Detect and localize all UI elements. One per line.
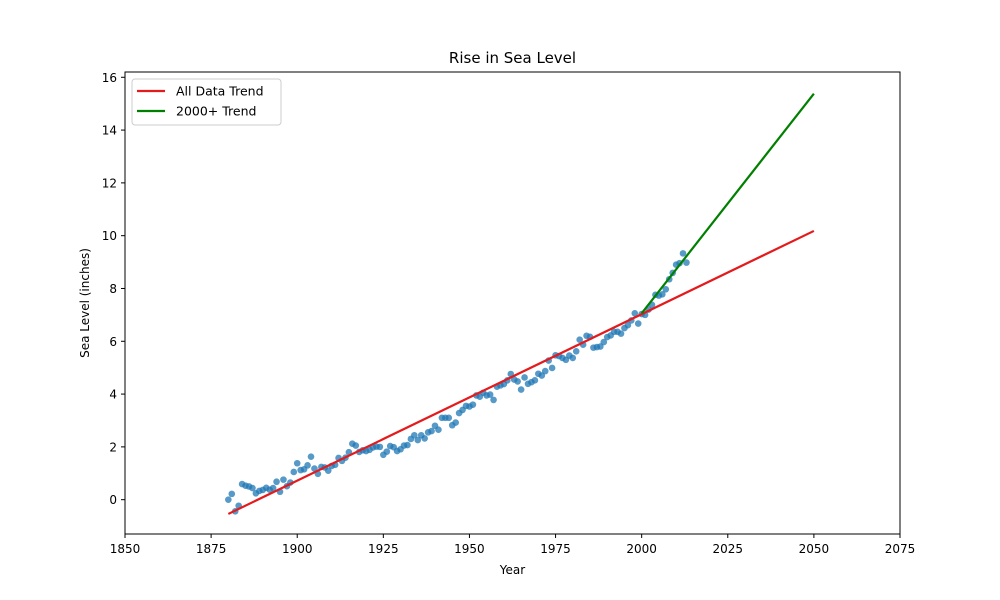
scatter-point	[228, 490, 236, 498]
y-tick-label: 12	[102, 176, 117, 190]
x-tick-label: 1850	[110, 542, 141, 556]
scatter-point	[521, 374, 528, 381]
scatter-point	[404, 441, 411, 449]
scatter-point	[324, 467, 332, 474]
y-tick-label: 4	[109, 388, 117, 402]
scatter-point	[307, 453, 315, 460]
scatter-point	[486, 391, 494, 398]
data-marks	[225, 92, 815, 515]
plot-area	[125, 72, 900, 534]
scatter-point	[600, 338, 608, 346]
scatter-point	[376, 443, 384, 451]
y-tick-label: 0	[109, 493, 117, 507]
legend: All Data Trend 2000+ Trend	[131, 78, 282, 126]
scatter-point	[576, 336, 583, 344]
scatter-point	[411, 431, 418, 439]
scatter-point	[290, 468, 298, 476]
y-tick-label: 2	[109, 440, 117, 454]
scatter-point	[597, 343, 604, 350]
scatter-point	[225, 496, 232, 503]
scatter-point	[293, 459, 301, 467]
scatter-point	[617, 330, 625, 337]
scatter-point	[469, 401, 477, 408]
scatter-point	[548, 364, 556, 372]
x-tick-label: 2025	[713, 542, 744, 556]
y-tick-label: 6	[109, 335, 117, 349]
scatter-point	[631, 310, 639, 317]
scatter-point	[514, 378, 521, 385]
scatter-point	[569, 354, 577, 362]
x-axis-label: Year	[499, 563, 525, 577]
scatter-point	[435, 426, 442, 434]
scatter-point	[249, 484, 256, 492]
scatter-point	[414, 436, 422, 444]
scatter-point	[273, 478, 280, 486]
scatter-point	[352, 442, 360, 449]
x-tick-label: 2000	[626, 542, 657, 556]
scatter-point	[541, 367, 549, 375]
scatter-point	[269, 484, 277, 492]
scatter-point	[634, 320, 642, 327]
x-tick-label: 1900	[282, 542, 313, 556]
scatter-point	[311, 465, 318, 472]
scatter-point	[490, 396, 497, 404]
y-tick-label: 8	[109, 282, 117, 296]
scatter-point	[517, 386, 525, 393]
plot-frame	[124, 71, 901, 535]
scatter-point	[428, 427, 435, 435]
scatter-point	[452, 419, 459, 426]
scatter-point	[421, 435, 428, 442]
y-tick-label: 14	[102, 124, 117, 138]
y-tick-label: 10	[102, 229, 117, 243]
trend-line-all-data	[227, 229, 815, 515]
x-tick-label: 2075	[885, 542, 916, 556]
scatter-point	[304, 462, 311, 469]
axes: 1850 1875 1900 1925 1950 1975 2000 2025 2050 2075…	[102, 71, 916, 556]
x-tick-label: 1950	[454, 542, 485, 556]
scatter-point	[624, 321, 632, 329]
y-axis-label: Sea Level (inches)	[78, 248, 92, 358]
trend-line-2000-plus	[640, 92, 815, 314]
scatter-point	[538, 372, 546, 379]
scatter-point	[383, 448, 391, 455]
chart-title: Rise in Sea Level	[449, 49, 576, 67]
legend-label: All Data Trend	[176, 84, 264, 99]
x-tick-label: 2050	[799, 542, 830, 556]
x-tick-label: 1875	[196, 542, 227, 556]
x-tick-label: 1975	[540, 542, 571, 556]
x-tick-label: 1925	[368, 542, 399, 556]
scatter-point	[280, 476, 287, 483]
scatter-point	[572, 348, 580, 355]
scatter-point	[683, 259, 690, 266]
scatter-point	[662, 285, 670, 293]
y-tick-label: 16	[102, 71, 117, 85]
scatter-point	[445, 414, 453, 422]
legend-box	[131, 78, 282, 126]
scatter-point	[679, 250, 687, 257]
scatter-point	[659, 290, 666, 298]
scatter-point	[531, 377, 539, 384]
legend-label: 2000+ Trend	[176, 104, 256, 119]
